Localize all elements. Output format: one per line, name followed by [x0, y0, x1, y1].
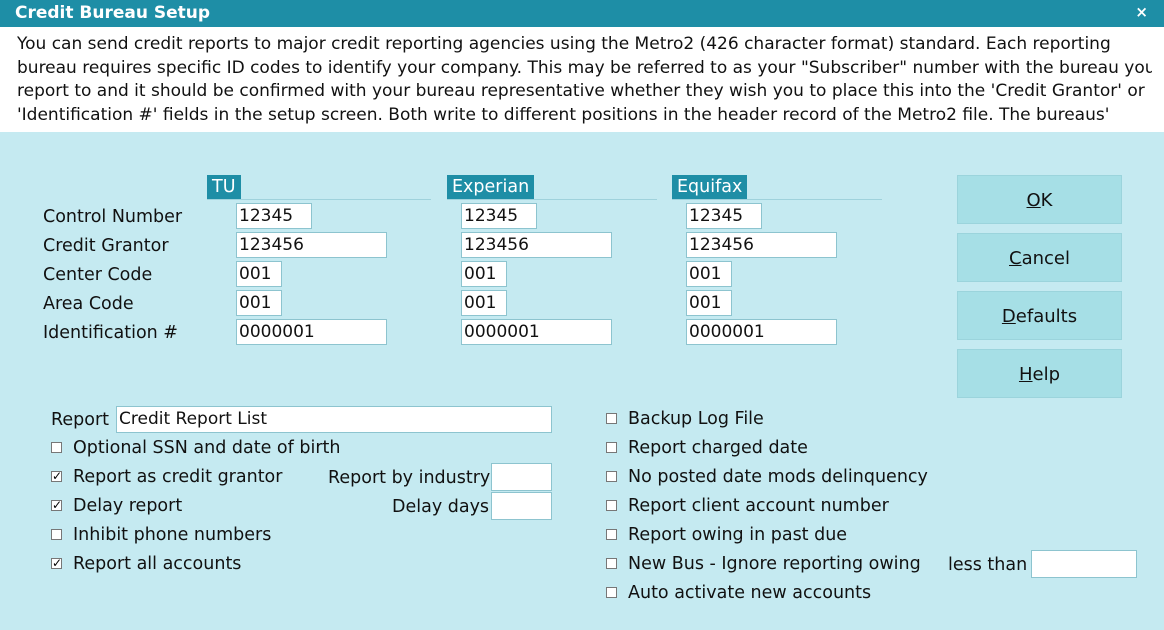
report-client-account-checkbox[interactable]	[606, 500, 617, 511]
tu-identification-field[interactable]: 0000001	[236, 319, 387, 345]
experian-control-number-field[interactable]: 12345	[461, 203, 537, 229]
optional-ssn-checkbox[interactable]	[51, 442, 62, 453]
info-line: report to and it should be confirmed wit…	[17, 81, 1145, 101]
delay-report-label: Delay report	[73, 496, 183, 516]
less-than-field[interactable]	[1031, 550, 1137, 578]
center-code-label: Center Code	[43, 265, 153, 285]
help-button-mnemonic: H	[1018, 364, 1033, 385]
info-text: You can send credit reports to major cre…	[17, 33, 1152, 127]
credit-grantor-label: Credit Grantor	[43, 236, 169, 256]
bureau-header-equifax: Equifax	[672, 175, 748, 199]
no-posted-date-mods-label: No posted date mods delinquency	[628, 467, 928, 487]
defaults-button[interactable]: Defaults	[957, 291, 1122, 340]
report-owing-past-due-label: Report owing in past due	[628, 525, 848, 545]
report-all-accounts-checkbox[interactable]: ✓	[51, 556, 63, 570]
new-bus-ignore-owing-checkbox[interactable]	[606, 558, 617, 569]
divider	[672, 199, 882, 200]
cancel-button[interactable]: Cancel	[957, 233, 1122, 282]
experian-area-code-field[interactable]: 001	[461, 290, 507, 316]
info-line: bureau requires specific ID codes to ide…	[17, 57, 1152, 78]
ok-button-mnemonic: O	[1026, 190, 1041, 211]
delay-report-checkbox[interactable]: ✓	[51, 498, 63, 512]
report-by-industry-label: Report by industry	[328, 468, 491, 488]
identification-label: Identification #	[43, 323, 178, 343]
cancel-button-label: ancel	[1021, 248, 1070, 269]
new-bus-ignore-owing-label: New Bus - Ignore reporting owing	[628, 554, 921, 574]
less-than-label: less than	[948, 555, 1028, 575]
equifax-identification-field[interactable]: 0000001	[686, 319, 837, 345]
inhibit-phone-label: Inhibit phone numbers	[73, 525, 272, 545]
bureau-header-experian: Experian	[447, 175, 535, 199]
tu-credit-grantor-field[interactable]: 123456	[236, 232, 387, 258]
divider	[447, 199, 657, 200]
area-code-label: Area Code	[43, 294, 134, 314]
help-button-label: elp	[1032, 364, 1061, 385]
info-panel: You can send credit reports to major cre…	[0, 27, 1164, 132]
cancel-button-mnemonic: C	[1009, 248, 1022, 269]
report-client-account-label: Report client account number	[628, 496, 889, 516]
report-all-accounts-label: Report all accounts	[73, 554, 242, 574]
title-bar: Credit Bureau Setup ×	[0, 0, 1164, 27]
backup-log-file-checkbox[interactable]	[606, 413, 617, 424]
bureau-header-tu: TU	[207, 175, 241, 199]
equifax-credit-grantor-field[interactable]: 123456	[686, 232, 837, 258]
control-number-label: Control Number	[43, 207, 183, 227]
auto-activate-checkbox[interactable]	[606, 587, 617, 598]
tu-control-number-field[interactable]: 12345	[236, 203, 312, 229]
defaults-button-mnemonic: D	[1001, 306, 1016, 327]
report-charged-date-checkbox[interactable]	[606, 442, 617, 453]
divider	[207, 199, 431, 200]
delay-days-field[interactable]	[491, 492, 552, 520]
experian-identification-field[interactable]: 0000001	[461, 319, 612, 345]
tu-area-code-field[interactable]: 001	[236, 290, 282, 316]
report-owing-past-due-checkbox[interactable]	[606, 529, 617, 540]
experian-center-code-field[interactable]: 001	[461, 261, 507, 287]
report-as-credit-grantor-checkbox[interactable]: ✓	[51, 469, 63, 483]
defaults-button-label: efaults	[1015, 306, 1078, 327]
equifax-area-code-field[interactable]: 001	[686, 290, 732, 316]
info-line: 'Identification #' fields in the setup s…	[17, 104, 1110, 125]
report-as-credit-grantor-label: Report as credit grantor	[73, 467, 283, 487]
window-title: Credit Bureau Setup	[15, 3, 211, 23]
ok-button-label: K	[1040, 190, 1053, 211]
experian-credit-grantor-field[interactable]: 123456	[461, 232, 612, 258]
report-field[interactable]: Credit Report List	[116, 406, 552, 433]
optional-ssn-label: Optional SSN and date of birth	[73, 438, 341, 458]
tu-center-code-field[interactable]: 001	[236, 261, 282, 287]
info-line: You can send credit reports to major cre…	[17, 34, 1111, 54]
report-label: Report	[51, 410, 110, 430]
delay-days-label: Delay days	[392, 497, 490, 517]
report-charged-date-label: Report charged date	[628, 438, 808, 458]
inhibit-phone-checkbox[interactable]	[51, 529, 62, 540]
auto-activate-label: Auto activate new accounts	[628, 583, 872, 603]
close-icon[interactable]: ×	[1135, 3, 1148, 21]
help-button[interactable]: Help	[957, 349, 1122, 398]
equifax-control-number-field[interactable]: 12345	[686, 203, 762, 229]
report-by-industry-field[interactable]	[491, 463, 552, 491]
no-posted-date-mods-checkbox[interactable]	[606, 471, 617, 482]
backup-log-file-label: Backup Log File	[628, 409, 764, 429]
equifax-center-code-field[interactable]: 001	[686, 261, 732, 287]
ok-button[interactable]: OK	[957, 175, 1122, 224]
